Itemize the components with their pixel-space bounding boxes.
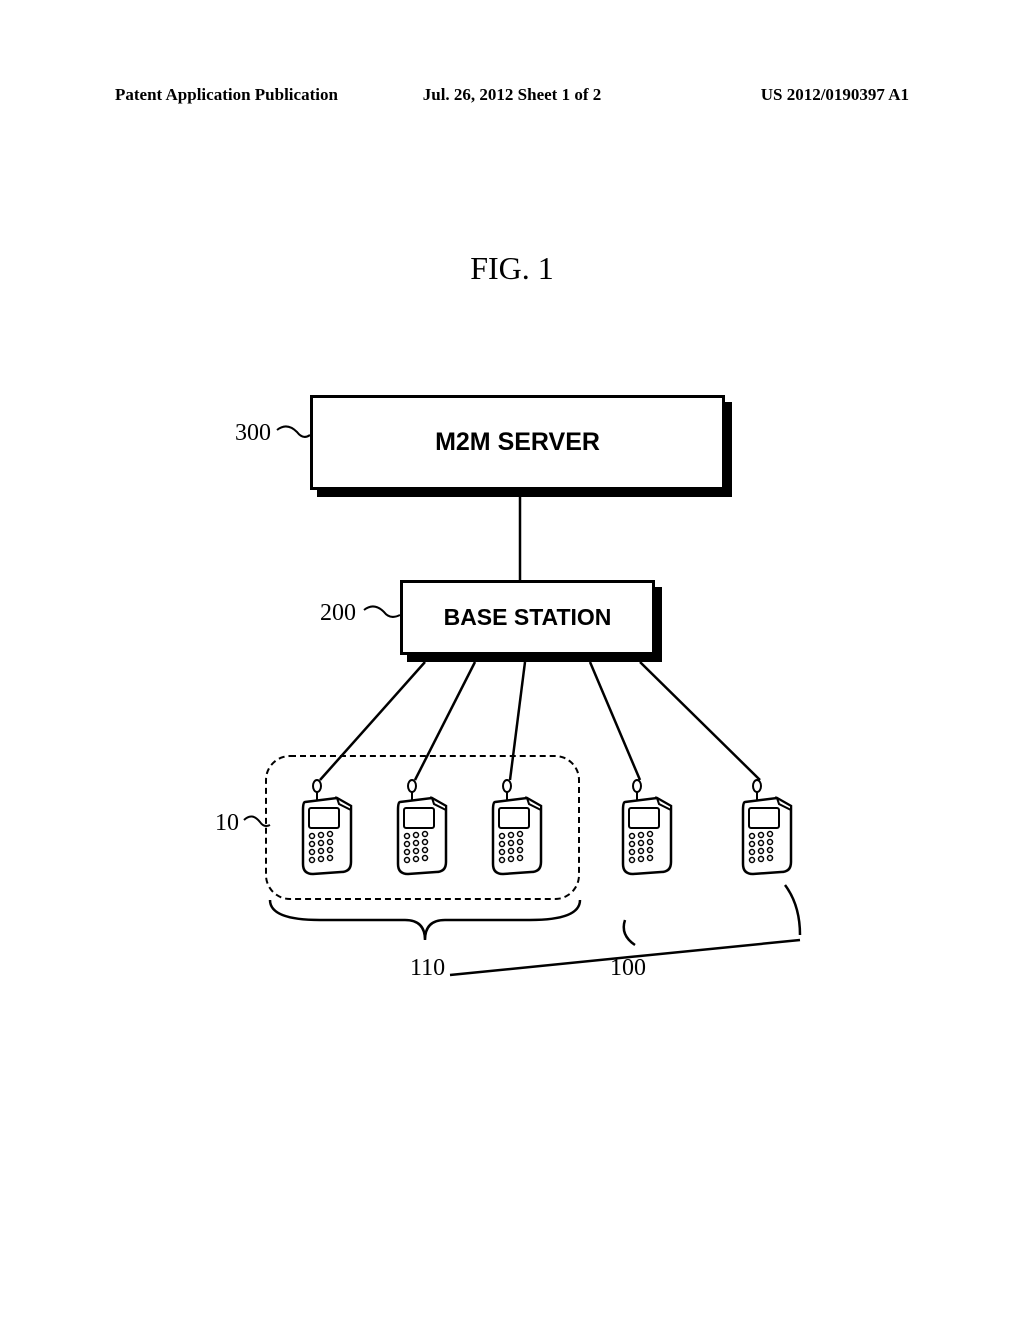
mobile-device-icon [735, 780, 797, 875]
diagram: M2M SERVER 300 BASE STATION 200 10 [0, 0, 1024, 1320]
inner-brace-label: 110 [410, 955, 445, 982]
connection-lines [0, 0, 1024, 1320]
mobile-device-icon [390, 780, 452, 875]
outer-brace-tick [615, 920, 655, 960]
group-ref-curve [242, 810, 272, 838]
mobile-device-icon [615, 780, 677, 875]
outer-brace-label: 100 [610, 955, 646, 982]
mobile-device-icon [485, 780, 547, 875]
mobile-device-icon [295, 780, 357, 875]
outer-brace-right [780, 885, 820, 945]
group-ref-number: 10 [215, 810, 239, 837]
